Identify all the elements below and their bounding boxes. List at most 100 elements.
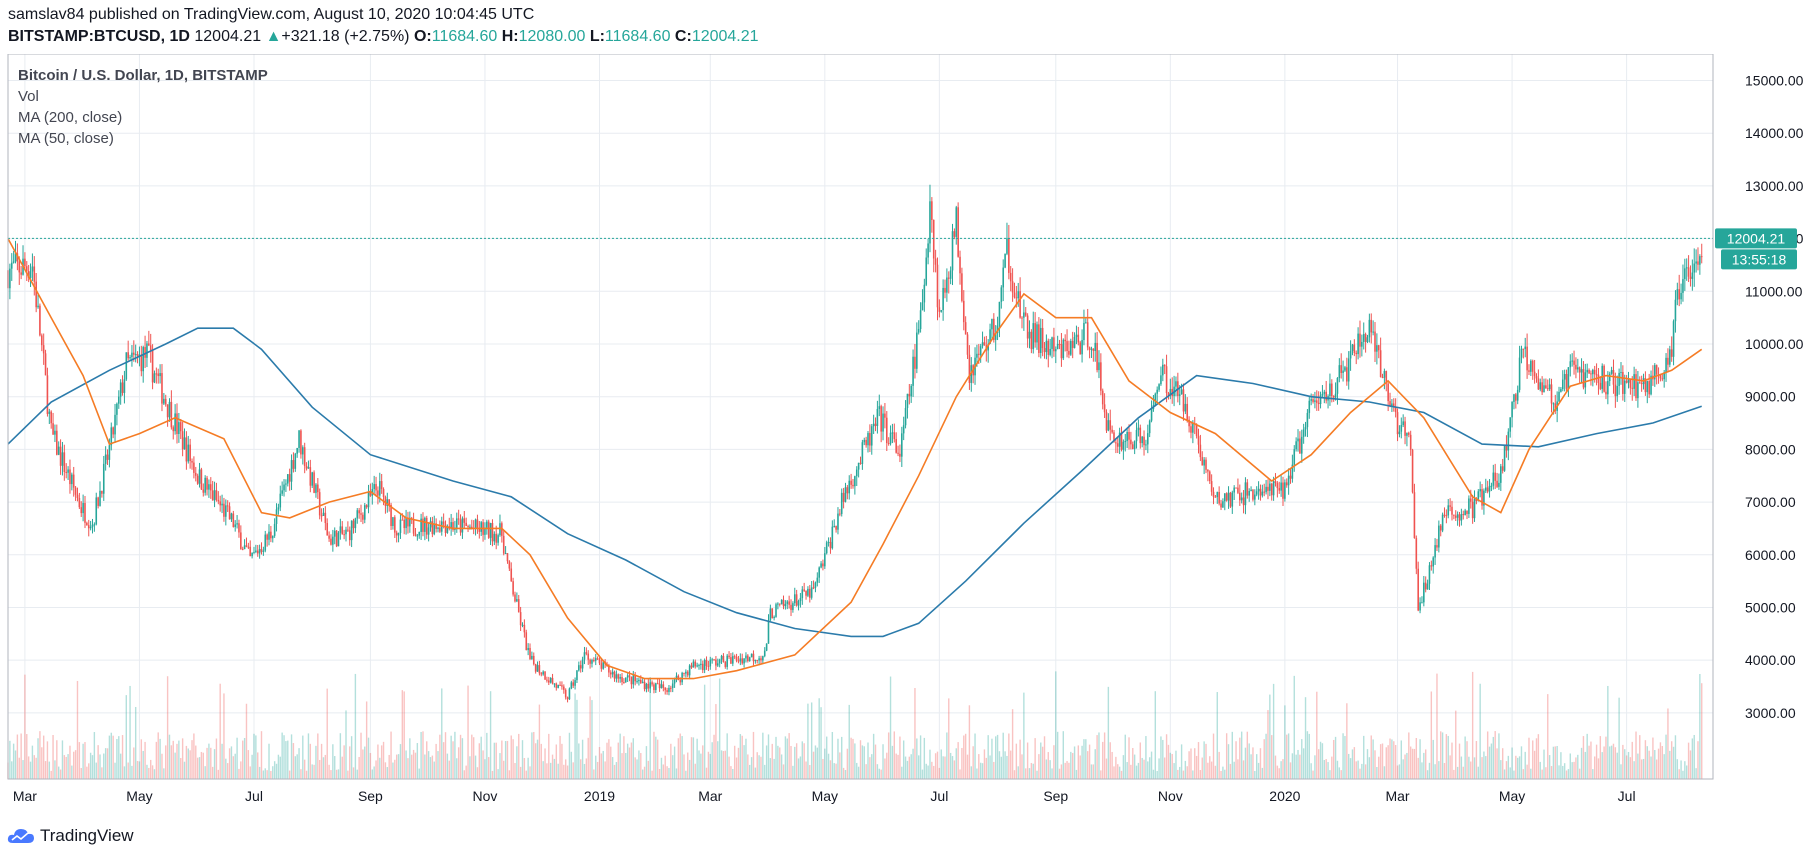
candle-body bbox=[1539, 382, 1542, 390]
volume-bar bbox=[1338, 767, 1341, 779]
candle-body bbox=[726, 655, 728, 667]
volume-bar bbox=[826, 736, 828, 779]
candle-body bbox=[576, 670, 578, 681]
candle-body bbox=[354, 518, 357, 529]
volume-bar bbox=[1023, 692, 1025, 779]
candle-body bbox=[1039, 327, 1042, 353]
candle-body bbox=[1004, 253, 1006, 268]
candle-body bbox=[1158, 384, 1160, 390]
candle-body bbox=[14, 253, 17, 262]
candle-body bbox=[585, 652, 588, 654]
candle-body bbox=[1023, 312, 1025, 318]
candle-body bbox=[1192, 423, 1194, 433]
candle-body bbox=[230, 513, 233, 520]
volume-bar bbox=[1409, 746, 1412, 779]
candle-body bbox=[1344, 367, 1346, 371]
volume-bar bbox=[198, 757, 201, 779]
legend-ma50[interactable]: MA (50, close) bbox=[18, 130, 114, 147]
volume-bar bbox=[764, 764, 766, 779]
volume-bar bbox=[215, 738, 218, 779]
volume-bar bbox=[172, 740, 174, 779]
volume-bar bbox=[508, 770, 511, 779]
volume-bar bbox=[1374, 750, 1376, 779]
candle-body bbox=[1629, 379, 1632, 388]
volume-bar bbox=[46, 741, 49, 779]
volume-bar bbox=[711, 742, 713, 779]
candle-body bbox=[422, 518, 424, 532]
volume-bar bbox=[1015, 743, 1018, 779]
candle-body bbox=[1120, 432, 1123, 450]
volume-bar bbox=[1169, 752, 1172, 779]
volume-bar bbox=[553, 758, 556, 779]
volume-bar bbox=[283, 735, 285, 779]
candle-body bbox=[296, 447, 298, 454]
candle-body bbox=[583, 652, 586, 660]
volume-bar bbox=[1458, 743, 1461, 779]
legend-vol[interactable]: Vol bbox=[18, 88, 39, 105]
candle-body bbox=[1415, 538, 1418, 569]
volume-bar bbox=[1411, 748, 1414, 779]
candle-body bbox=[1524, 346, 1527, 350]
volume-bar bbox=[1661, 746, 1664, 779]
volume-bar bbox=[1614, 747, 1617, 779]
candle-body bbox=[161, 373, 163, 404]
volume-bar bbox=[1515, 755, 1517, 779]
volume-bar bbox=[386, 767, 389, 779]
candle-body bbox=[1625, 380, 1628, 383]
volume-bar bbox=[1235, 741, 1237, 779]
volume-bar bbox=[1460, 756, 1463, 779]
candle-body bbox=[1150, 409, 1153, 421]
candle-body bbox=[1580, 369, 1583, 373]
volume-bar bbox=[330, 770, 332, 779]
candle-body bbox=[994, 333, 997, 340]
candle-body bbox=[392, 517, 394, 526]
candle-body bbox=[521, 624, 524, 626]
volume-bar bbox=[463, 770, 465, 779]
candle-body bbox=[12, 261, 15, 263]
volume-bar bbox=[713, 734, 715, 779]
candle-body bbox=[1398, 431, 1401, 435]
legend-ma200[interactable]: MA (200, close) bbox=[18, 109, 123, 126]
candle-body bbox=[846, 487, 849, 494]
candle-body bbox=[656, 683, 659, 685]
candle-body bbox=[215, 490, 218, 500]
volume-bar bbox=[1693, 734, 1695, 779]
volume-bar bbox=[74, 750, 77, 779]
candle-body bbox=[176, 413, 178, 434]
candle-body bbox=[1402, 421, 1404, 426]
candle-body bbox=[424, 517, 426, 532]
volume-bar bbox=[1139, 742, 1141, 779]
volume-bar bbox=[1601, 752, 1603, 779]
volume-bar bbox=[1533, 750, 1536, 779]
volume-bar bbox=[140, 739, 143, 779]
volume-bar bbox=[1441, 732, 1444, 779]
volume-bar bbox=[703, 684, 706, 779]
volume-bar bbox=[626, 743, 629, 779]
candle-body bbox=[542, 671, 544, 675]
volume-bar bbox=[1535, 738, 1538, 779]
candle-body bbox=[1648, 381, 1650, 395]
candle-body bbox=[981, 342, 984, 347]
candle-body bbox=[221, 503, 223, 506]
symbol-label[interactable]: BITSTAMP:BTCUSD, 1D bbox=[8, 28, 190, 45]
price-axis[interactable]: 3000.004000.005000.006000.007000.008000.… bbox=[1745, 73, 1804, 721]
volume-bar bbox=[1188, 751, 1190, 779]
time-axis[interactable]: Mar May Jul Sep Nov 2019 Mar May Jul Sep Nov 2020 Ma… bbox=[13, 788, 1636, 804]
candle-body bbox=[1633, 374, 1635, 389]
volume-bar bbox=[568, 732, 571, 779]
candle-body bbox=[760, 658, 762, 661]
volume-bar bbox=[1423, 752, 1425, 779]
volume-bar bbox=[718, 678, 721, 779]
volume-bar bbox=[1571, 762, 1573, 779]
legend-title[interactable]: Bitcoin / U.S. Dollar, 1D, BITSTAMP bbox=[18, 67, 268, 84]
candle-body bbox=[705, 660, 708, 666]
candle-body bbox=[294, 453, 297, 469]
volume-bar bbox=[405, 750, 407, 779]
volume-bar bbox=[1081, 745, 1083, 779]
volume-bar bbox=[80, 767, 82, 779]
volume-bar bbox=[1657, 748, 1660, 779]
candle-body bbox=[1383, 371, 1386, 378]
x-tick-label: May bbox=[812, 788, 838, 804]
price-chart[interactable]: 3000.004000.005000.006000.007000.008000.… bbox=[0, 54, 1805, 814]
tradingview-logo[interactable]: TradingView bbox=[6, 826, 134, 846]
